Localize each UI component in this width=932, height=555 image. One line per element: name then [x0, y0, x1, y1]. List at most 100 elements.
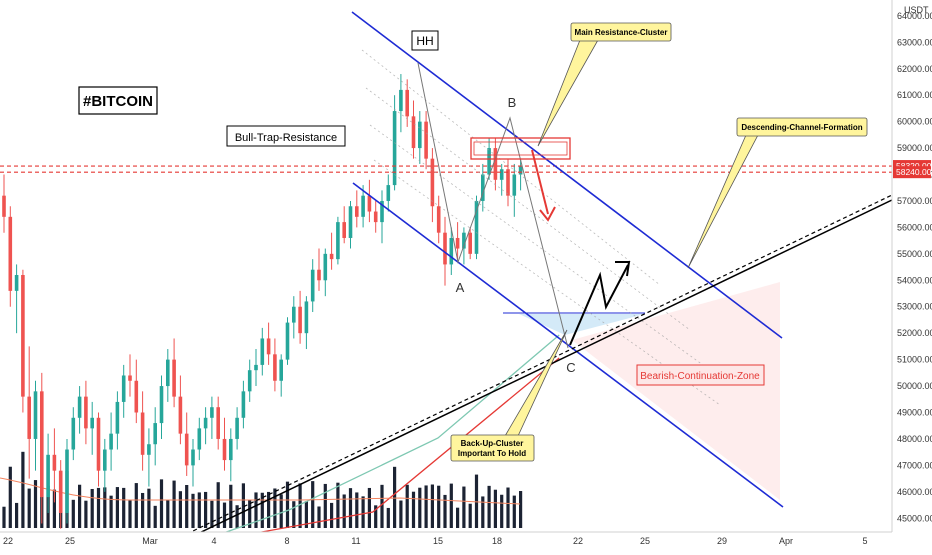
candle-body	[317, 269, 321, 281]
point-b-label: B	[508, 95, 517, 110]
volume-bar	[185, 484, 189, 528]
candle-body	[487, 148, 491, 175]
candle-body	[153, 423, 157, 445]
candle-body	[310, 269, 315, 302]
candle-body	[512, 174, 517, 196]
point-c-label: C	[566, 360, 575, 375]
date-axis-panel	[0, 532, 932, 550]
volume-bar	[210, 500, 214, 528]
candle-body	[430, 158, 435, 207]
bearish-zone-label: Bearish-Continuation-Zone	[640, 371, 760, 382]
candle-body	[273, 354, 277, 381]
volume-bar	[462, 486, 466, 528]
candle-body	[134, 380, 139, 413]
price-tick-label: 57000.00	[897, 196, 932, 206]
volume-bar	[52, 489, 56, 528]
candle-body	[392, 111, 397, 186]
candle-body	[191, 449, 195, 466]
volume-bar	[147, 488, 151, 528]
candle-body	[443, 232, 447, 265]
candle-body	[254, 364, 258, 371]
red-down-arrow	[531, 149, 549, 215]
black-projection-arrow	[569, 264, 629, 346]
volume-bar	[418, 487, 422, 528]
red-arrow-head	[539, 206, 556, 222]
date-tick-label: Mar	[142, 536, 158, 546]
candle-body	[128, 375, 132, 381]
volume-bar	[21, 451, 25, 528]
volume-bar	[449, 483, 453, 528]
date-tick-label: 8	[284, 536, 289, 546]
callout-main-resistance: Main Resistance-Cluster	[537, 22, 672, 147]
candle-body	[21, 275, 25, 397]
price-tick-label: 47000.00	[897, 460, 932, 470]
volume-bar	[248, 499, 252, 528]
resistance-cluster-box	[470, 137, 571, 160]
volume-bar	[115, 487, 119, 528]
candle-body	[260, 338, 265, 365]
volume-bar	[134, 483, 138, 528]
price-marker-label: 58240.00	[896, 167, 932, 177]
price-tick-label: 60000.00	[897, 117, 932, 127]
volume-bar	[298, 483, 302, 528]
candle-body	[380, 200, 384, 223]
volume-bar	[84, 500, 88, 528]
volume-bar	[474, 474, 479, 528]
bearish-continuation-zone	[572, 282, 780, 500]
candle-body	[342, 222, 346, 238]
backup-cluster-label-2: Important To Hold	[458, 449, 526, 458]
candle-body	[367, 195, 372, 212]
volume-bar	[367, 487, 371, 528]
rising-trendline	[167, 199, 893, 549]
volume-bar	[443, 494, 447, 528]
hh-box: HH	[411, 30, 439, 51]
volume-bar	[424, 485, 428, 528]
candle-body	[462, 232, 466, 249]
volume-bar	[109, 495, 113, 528]
rising-trendline-dashed	[167, 194, 893, 544]
candle-body	[14, 275, 19, 291]
callout-backup-cluster: Back-Up-Cluster Important To Hold	[450, 329, 568, 462]
channel-upper-line	[351, 11, 783, 339]
volume-bar	[71, 499, 75, 528]
date-tick-label: 5	[862, 536, 867, 546]
volume-bar	[361, 496, 365, 528]
candle-body	[71, 417, 76, 450]
candle-body	[481, 174, 485, 201]
volume-ma-line	[0, 477, 521, 505]
volume-bar	[260, 492, 264, 528]
candle-body	[455, 237, 460, 249]
candle-body	[418, 121, 422, 149]
candle-body	[247, 370, 252, 392]
candle-body	[46, 454, 50, 498]
candle-body	[178, 396, 183, 434]
volume-bar	[197, 492, 201, 528]
price-tick-label: 46000.00	[897, 487, 932, 497]
volume-bar	[15, 502, 19, 528]
volume-bar	[411, 491, 416, 528]
price-tick-label: 54000.00	[897, 275, 932, 285]
volume-bar	[399, 500, 403, 528]
candle-body	[499, 169, 504, 180]
volume-bar	[317, 506, 321, 528]
candle-body	[348, 206, 353, 238]
volume-bar	[191, 493, 195, 528]
candle-body	[121, 375, 126, 402]
candle-body	[229, 438, 233, 461]
backup-cluster-zone	[519, 314, 645, 335]
candle-body	[355, 206, 359, 217]
price-tick-label: 50000.00	[897, 381, 932, 391]
point-a-label: A	[456, 280, 465, 295]
candle-body	[203, 417, 208, 429]
volume-bar	[500, 494, 504, 528]
date-tick-label: 22	[3, 536, 13, 546]
date-tick-label: 25	[640, 536, 650, 546]
price-tick-label: 48000.00	[897, 434, 932, 444]
candle-body	[27, 396, 31, 439]
volume-bar	[380, 484, 384, 528]
volume-bar	[33, 480, 38, 528]
main-resistance-label: Main Resistance-Cluster	[575, 28, 668, 37]
volume-bar	[96, 487, 101, 528]
